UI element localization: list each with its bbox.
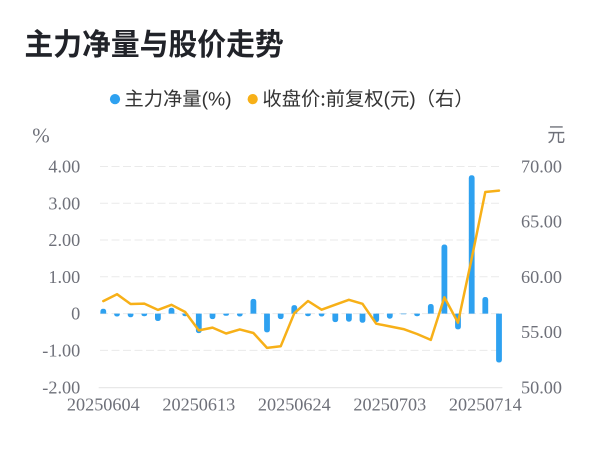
svg-text:3.00: 3.00 xyxy=(48,193,80,213)
svg-text:0: 0 xyxy=(71,304,80,324)
svg-text:20250703: 20250703 xyxy=(353,395,426,415)
svg-text:50.00: 50.00 xyxy=(521,377,562,397)
svg-text:%: % xyxy=(32,123,50,147)
svg-text:4.00: 4.00 xyxy=(48,157,80,177)
svg-text:70.00: 70.00 xyxy=(521,157,562,177)
svg-text:60.00: 60.00 xyxy=(521,267,562,287)
svg-text:20250604: 20250604 xyxy=(67,395,140,415)
svg-text:65.00: 65.00 xyxy=(521,212,562,232)
svg-text:20250714: 20250714 xyxy=(449,395,522,415)
svg-text:20250624: 20250624 xyxy=(258,395,331,415)
svg-text:55.00: 55.00 xyxy=(521,322,562,342)
svg-text:1.00: 1.00 xyxy=(48,267,80,287)
svg-text:-1.00: -1.00 xyxy=(42,341,80,361)
svg-text:-2.00: -2.00 xyxy=(42,377,80,397)
svg-text:20250613: 20250613 xyxy=(162,395,235,415)
svg-text:2.00: 2.00 xyxy=(48,230,80,250)
